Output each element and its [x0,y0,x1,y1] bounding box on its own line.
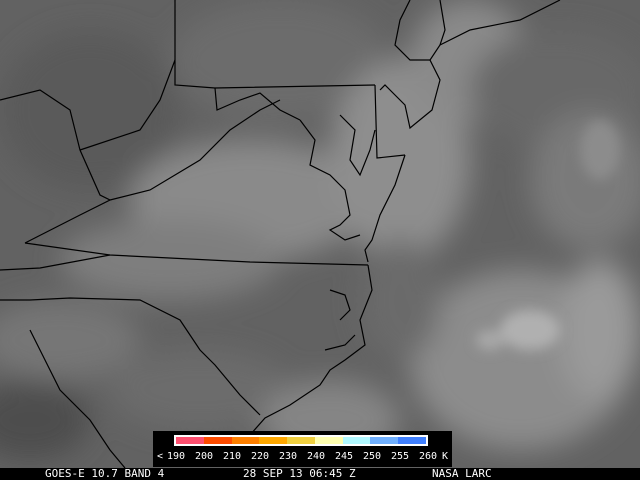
tick-label: 260 [418,451,438,462]
datetime-label: 28 SEP 13 06:45 Z [243,467,356,480]
color-swatch [370,437,399,444]
color-swatch [176,437,204,444]
color-swatch [203,437,232,444]
color-swatch [231,437,260,444]
cloud-cover [0,0,640,460]
color-swatch [314,437,343,444]
legend-ticks: < 190 200 210 220 230 240 245 250 255 26… [153,448,452,466]
tick-label: 250 [362,451,382,462]
color-swatch [287,437,315,444]
less-than-label: < [156,451,164,462]
tick-label: 220 [250,451,270,462]
source-label: NASA LARC [432,467,492,480]
tick-label: 200 [194,451,214,462]
tick-label: 190 [166,451,186,462]
state-boundaries [0,0,561,468]
tick-label: 245 [334,451,354,462]
tick-label: 230 [278,451,298,462]
temperature-legend: < 190 200 210 220 230 240 245 250 255 26… [153,431,452,467]
color-swatch [342,437,371,444]
satellite-band-label: GOES-E 10.7 BAND 4 [45,467,165,480]
tick-label: 210 [222,451,242,462]
info-bar: GOES-E 10.7 BAND 4 28 SEP 13 06:45 Z NAS… [0,468,640,480]
color-scale-bar [174,435,428,446]
tick-label: 255 [390,451,410,462]
tick-label: 240 [306,451,326,462]
ir-satellite-map [0,0,640,468]
color-swatch [398,437,427,444]
unit-label: K [441,451,449,462]
color-swatch [259,437,288,444]
